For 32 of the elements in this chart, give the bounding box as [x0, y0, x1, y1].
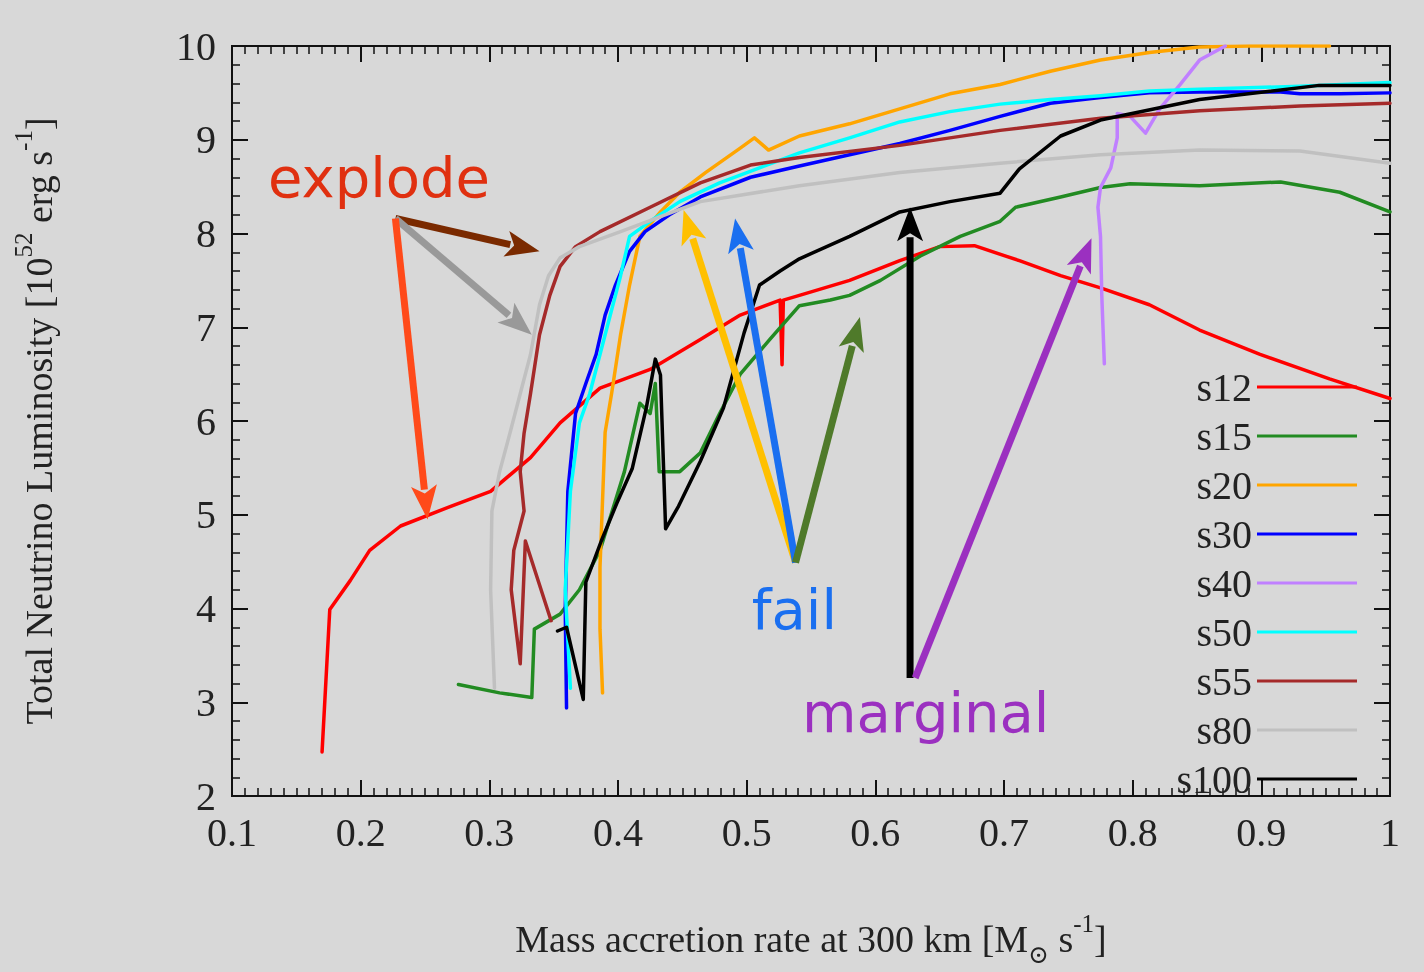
legend-label: s50	[1196, 609, 1252, 655]
x-tick-label: 0.2	[335, 809, 386, 855]
y-tick-label: 6	[196, 398, 216, 444]
x-tick-label: 0.8	[1107, 809, 1158, 855]
x-tick-label: 0.5	[721, 809, 772, 855]
y-tick-label: 7	[196, 304, 216, 350]
legend-label: s12	[1196, 364, 1252, 410]
legend-label: s80	[1196, 707, 1252, 753]
legend-label: s100	[1176, 756, 1252, 802]
legend-label: s40	[1196, 560, 1252, 606]
y-axis-title: Total Neutrino Luminosity [1052 erg s-1]	[10, 117, 60, 725]
x-tick-label: 0.7	[979, 809, 1029, 855]
legend-label: s55	[1196, 658, 1252, 704]
y-tick-label: 5	[196, 492, 216, 538]
x-tick-label: 0.4	[593, 809, 643, 855]
y-tick-label: 4	[196, 586, 216, 631]
x-tick-label: 0.3	[464, 809, 515, 855]
legend-label: s20	[1196, 462, 1252, 508]
y-tick-label: 3	[196, 679, 216, 725]
y-tick-label: 10	[176, 23, 216, 69]
annotation: fail	[751, 577, 837, 643]
annotation: explode	[268, 144, 491, 210]
x-tick-label: 1	[1380, 809, 1400, 855]
legend-label: s15	[1196, 413, 1252, 459]
line-series	[320, 243, 1392, 754]
legend-label: s30	[1196, 511, 1252, 557]
y-tick-label: 9	[196, 117, 216, 163]
y-tick-label: 8	[196, 211, 216, 256]
x-tick-label: 0.9	[1236, 809, 1287, 855]
line-series	[1096, 44, 1228, 366]
annotation: marginal	[801, 680, 1050, 746]
x-tick-label: 0.6	[850, 809, 901, 855]
